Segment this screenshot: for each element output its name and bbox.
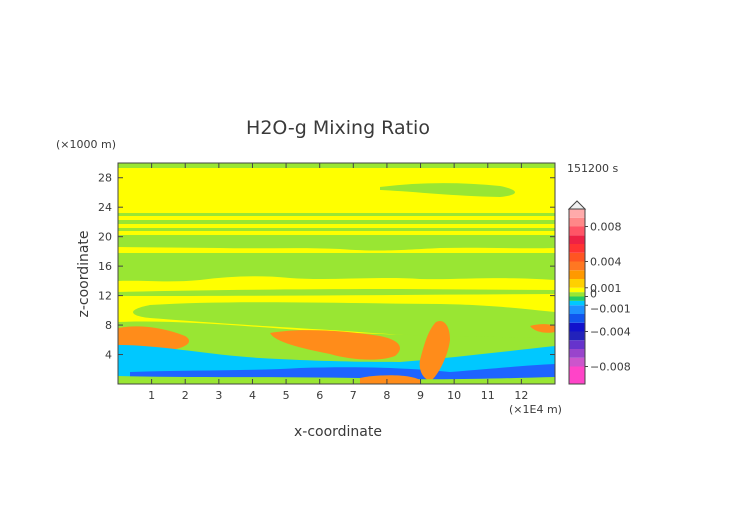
blob-orange (270, 330, 400, 360)
colorbar-label: 0.004 (590, 256, 622, 269)
colorbar-segment (569, 349, 585, 358)
y-tick-label: 8 (105, 319, 112, 332)
y-axis: 4 8 12 16 20 24 28 (98, 172, 555, 362)
x-tick-label: 3 (215, 389, 222, 402)
y-tick-label: 12 (98, 290, 112, 303)
colorbar-segment (569, 261, 585, 271)
band-green (380, 183, 515, 197)
band-green (118, 228, 555, 231)
x-tick-label: 2 (182, 389, 189, 402)
band-green (118, 163, 555, 168)
band-green (118, 253, 555, 282)
colorbar-label: −0.001 (590, 302, 631, 315)
y-tick-label: 24 (98, 201, 112, 214)
colorbar-segment (569, 252, 585, 262)
colorbar-segment (569, 217, 585, 227)
time-label: 151200 s (567, 162, 618, 175)
blob-orange (419, 320, 450, 381)
colorbar-label: 0.001 (590, 282, 622, 295)
colorbar-segment (569, 226, 585, 236)
colorbar-label: 0.008 (590, 221, 622, 234)
x-tick-label: 5 (283, 389, 290, 402)
y-unit-label: (×1000 m) (56, 138, 116, 151)
x-unit-label: (×1E4 m) (509, 403, 562, 416)
colorbar-segment (569, 235, 585, 244)
band-green (118, 220, 555, 224)
plot-frame (117, 162, 556, 385)
x-tick-label: 12 (514, 389, 528, 402)
colorbar-segment (569, 209, 585, 218)
x-tick-label: 4 (249, 389, 256, 402)
y-tick-label: 16 (98, 260, 112, 273)
blob-orange (360, 375, 420, 384)
colorbar-label: −0.008 (590, 361, 631, 374)
y-tick-label: 28 (98, 172, 112, 185)
blob-orange (118, 326, 190, 351)
x-tick-label: 8 (383, 389, 390, 402)
x-tick-label: 11 (481, 389, 495, 402)
colorbar-label: −0.004 (590, 326, 631, 339)
colorbar-segment (569, 322, 585, 332)
band-green (118, 289, 555, 296)
x-tick-label: 1 (148, 389, 155, 402)
y-tick-label: 4 (105, 349, 112, 362)
chart-title: H2O-g Mixing Ratio (246, 117, 430, 139)
colorbar-segment (569, 357, 585, 367)
x-tick-label: 10 (447, 389, 461, 402)
colorbar-segment (569, 300, 585, 306)
colorbar-segment (569, 340, 585, 349)
x-tick-label: 9 (417, 389, 424, 402)
x-tick-label: 6 (316, 389, 323, 402)
colorbar-segment (569, 314, 585, 323)
band-green (118, 376, 555, 384)
blob-orange (530, 324, 555, 333)
colorbar-segment (569, 287, 585, 293)
x-tick-label: 7 (350, 389, 357, 402)
band-green (118, 213, 555, 216)
x-axis: 1 2 3 4 5 6 7 8 9 10 11 12 (148, 163, 528, 402)
colorbar-segment (569, 296, 585, 301)
colorbar-segment (569, 279, 585, 288)
heatmap-field (118, 163, 555, 384)
colorbar-segment (569, 270, 585, 279)
y-tick-label: 20 (98, 231, 112, 244)
colorbar-segment (569, 331, 585, 341)
colorbar-label: 0 (590, 288, 597, 301)
colorbar-segment (569, 366, 585, 384)
y-axis-label: z-coordinate (76, 230, 92, 317)
colorbar-arrow (567, 200, 587, 210)
colorbar-segment (569, 244, 585, 253)
colorbar-segment (569, 305, 585, 314)
colorbar-segment (569, 292, 585, 297)
x-axis-label: x-coordinate (294, 424, 382, 440)
band-green (118, 235, 555, 251)
